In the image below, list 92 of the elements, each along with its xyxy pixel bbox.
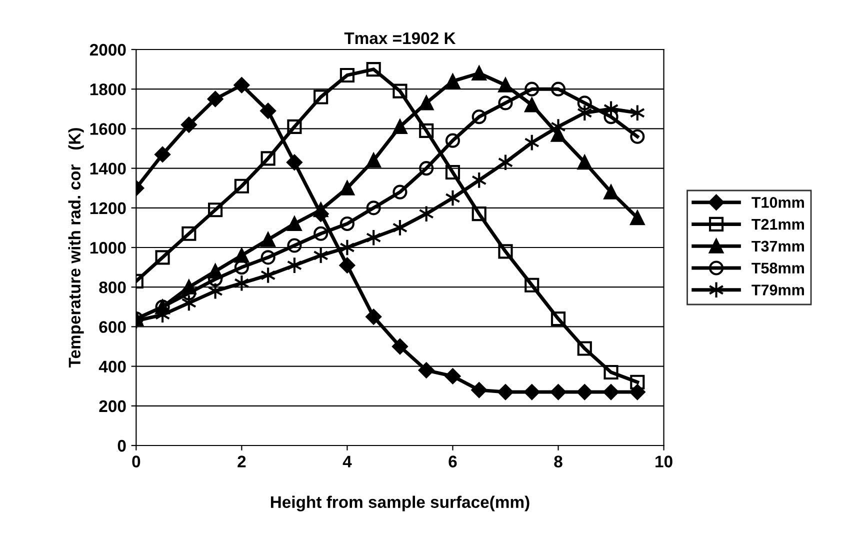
point (604, 110, 618, 124)
y-tick-label: 1800 (90, 84, 126, 96)
point (260, 102, 276, 119)
point (392, 119, 408, 134)
point (392, 184, 408, 200)
point (260, 250, 276, 265)
point (498, 96, 513, 110)
point (524, 384, 540, 400)
point (577, 96, 592, 110)
y-tick-label: 800 (99, 282, 126, 294)
point (444, 368, 461, 384)
point (366, 200, 381, 216)
point (498, 384, 514, 400)
point (603, 384, 619, 400)
point (445, 164, 460, 180)
point (604, 364, 618, 380)
point (472, 66, 486, 81)
point (419, 123, 434, 138)
point (392, 338, 408, 354)
point (550, 384, 566, 400)
y-tick-label: 0 (118, 440, 126, 452)
point (366, 62, 381, 77)
point (524, 98, 540, 112)
point (472, 110, 486, 124)
point (181, 116, 197, 133)
point (498, 78, 513, 92)
point (154, 146, 170, 162)
y-tick-label: 400 (98, 360, 126, 373)
point (472, 206, 486, 222)
point (576, 384, 593, 400)
point (445, 74, 460, 88)
point (524, 278, 540, 292)
y-tick-label: 1200 (90, 202, 126, 214)
point (339, 257, 356, 274)
legend-label: T79mm (752, 284, 804, 296)
point (287, 119, 302, 134)
legend-label: T21mm (752, 218, 804, 230)
point (445, 133, 460, 148)
point (419, 161, 434, 176)
point (234, 77, 250, 94)
point (577, 341, 592, 356)
x-tick-label: 8 (554, 456, 562, 468)
point (550, 82, 566, 96)
x-tick-label: 4 (342, 456, 352, 468)
legend-label: T58mm (752, 262, 804, 274)
point (260, 151, 276, 166)
point (155, 250, 170, 265)
point (604, 184, 618, 200)
point (630, 210, 645, 226)
x-axis-title: Height from sample surface(mm) (270, 496, 530, 512)
point (630, 129, 645, 144)
point (314, 226, 328, 241)
point (498, 244, 513, 259)
y-axis-title: Temperature with rad. cor (K) (68, 128, 84, 368)
point (392, 84, 408, 98)
point (287, 216, 302, 232)
point (260, 232, 276, 247)
point (445, 189, 460, 207)
x-tick-label: 6 (448, 456, 457, 468)
y-tick-label: 2000 (90, 44, 126, 56)
point (314, 90, 328, 104)
point (286, 154, 302, 170)
point (630, 374, 645, 390)
point (207, 91, 224, 107)
x-tick-label: 0 (132, 456, 140, 468)
point (340, 68, 355, 83)
point (182, 286, 196, 300)
y-tick-label: 1400 (90, 162, 126, 175)
point (419, 96, 434, 110)
x-tick-label: 2 (238, 456, 246, 468)
point (550, 311, 566, 326)
y-tick-label: 1600 (90, 123, 126, 135)
point (524, 82, 540, 96)
point (418, 362, 434, 378)
point (340, 180, 355, 196)
point (340, 216, 355, 232)
y-tick-label: 1000 (90, 242, 126, 254)
y-tick-label: 200 (99, 400, 126, 412)
y-tick-label: 600 (99, 321, 126, 333)
point (234, 178, 249, 194)
chart-title: Tmax =1902 K (344, 32, 456, 44)
point (471, 382, 488, 398)
x-tick-label: 10 (656, 456, 672, 468)
point (208, 202, 223, 218)
legend-label: T10mm (752, 197, 804, 208)
point (366, 153, 381, 168)
point (366, 308, 382, 325)
point (577, 155, 592, 170)
legend-label: T37mm (752, 240, 804, 252)
point (287, 238, 302, 253)
point (182, 226, 196, 241)
point (314, 202, 328, 218)
